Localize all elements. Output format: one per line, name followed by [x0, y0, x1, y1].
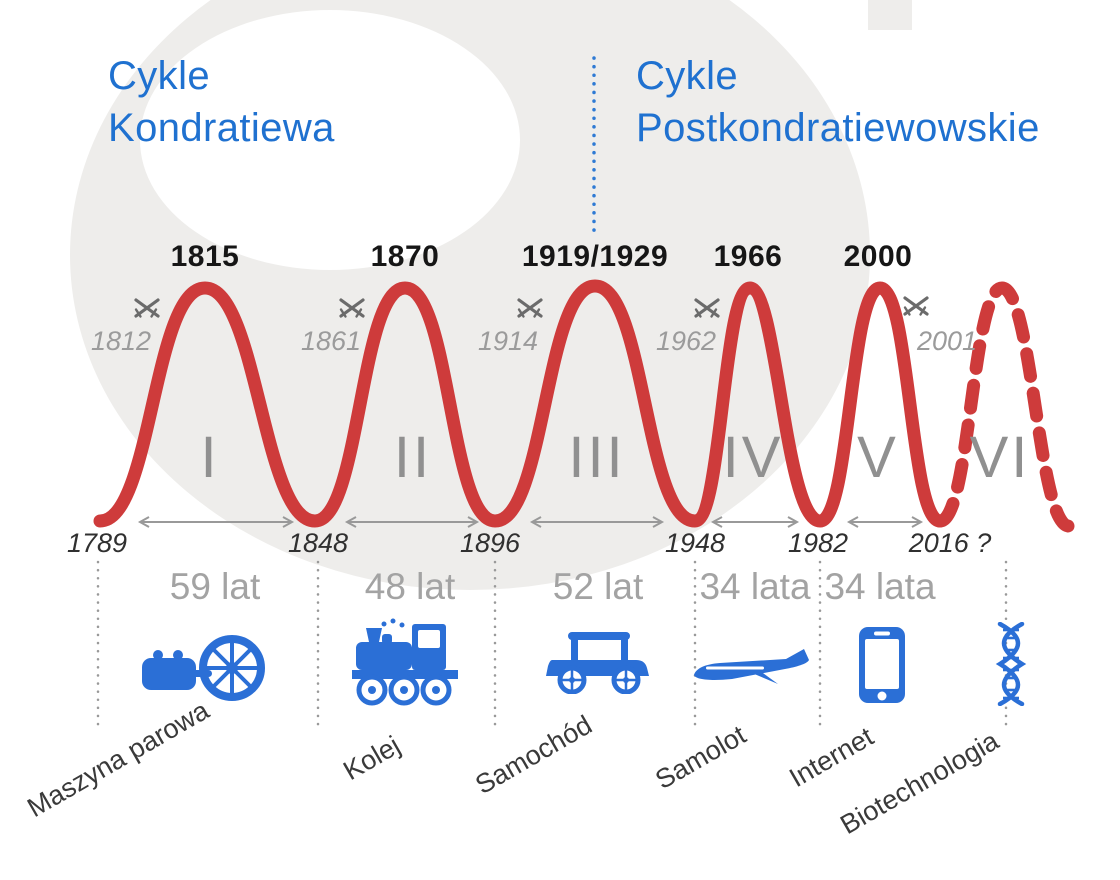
cycle-duration: 34 lata [824, 566, 936, 607]
peak-year: 1966 [713, 240, 783, 273]
cycle-numeral: III [568, 425, 626, 490]
peak-year: 1815 [170, 240, 240, 273]
war-year: 1861 [300, 326, 362, 356]
cycle-duration: 59 lat [169, 566, 261, 607]
cycle-duration: 48 lat [364, 566, 456, 607]
peak-year: 1870 [370, 240, 440, 273]
cycle-numeral: I [200, 425, 220, 490]
war-year: 1914 [477, 326, 539, 356]
span-arrow [846, 516, 924, 528]
cycle-numeral: V [857, 425, 899, 490]
crossed-swords-icon [339, 298, 365, 318]
span-arrow [710, 516, 800, 528]
tech-label: Maszyna parowa [22, 695, 215, 824]
tech-label: Internet [784, 721, 879, 794]
dna-icon [995, 622, 1027, 706]
tech-label: Kolej [338, 730, 406, 787]
trough-year: 1982 [787, 528, 849, 558]
smartphone-icon [859, 627, 905, 703]
cycle-numeral: II [393, 425, 433, 490]
cycle-duration: 52 lat [552, 566, 644, 607]
trough-year: 2016 ? [908, 528, 992, 558]
cycle-numeral: VI [969, 425, 1031, 490]
title-kondratiev-cycles: Cykle Kondratiewa [108, 54, 335, 150]
cycle-duration: 34 lata [699, 566, 811, 607]
tech-label: Samochód [470, 709, 598, 801]
crossed-swords-icon [134, 298, 160, 318]
title-post-kondratiev-cycles: Cykle Postkondratiewowskie [636, 54, 1040, 150]
trough-year: 1848 [287, 528, 349, 558]
watermark-fragment [868, 0, 912, 30]
airplane-icon [694, 649, 809, 684]
span-arrow [344, 516, 480, 528]
trough-year: 1789 [66, 528, 128, 558]
war-year: 1812 [90, 326, 152, 356]
trough-year: 1948 [664, 528, 726, 558]
peak-year: 1919/1929 [521, 240, 669, 273]
vintage-car-icon [546, 632, 649, 694]
crossed-swords-icon [694, 298, 720, 318]
locomotive-icon [352, 618, 458, 706]
span-arrow [137, 516, 295, 528]
crossed-swords-icon [903, 296, 929, 316]
crossed-swords-icon [517, 298, 543, 318]
war-year: 1962 [655, 326, 717, 356]
peak-year: 2000 [843, 240, 913, 273]
cycle-numeral: IV [722, 425, 784, 490]
span-arrow [529, 516, 665, 528]
span-arrows [137, 516, 924, 528]
trough-year: 1896 [459, 528, 521, 558]
tech-label: Samolot [650, 719, 752, 796]
steam-engine-icon [142, 635, 265, 701]
war-year: 2001 [916, 326, 978, 356]
